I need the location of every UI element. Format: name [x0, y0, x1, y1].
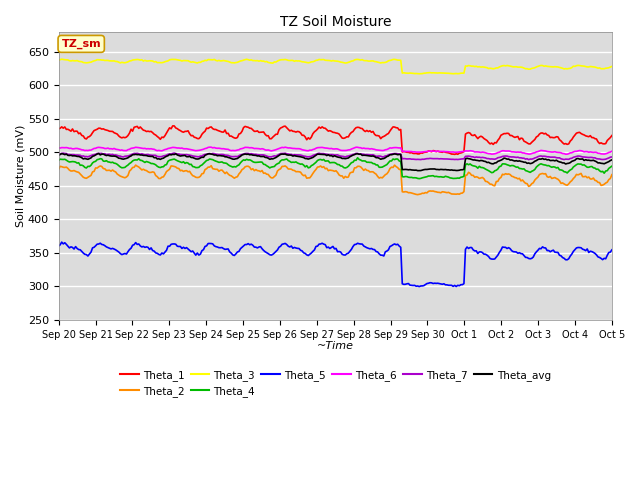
Theta_2 [249, 166, 257, 172]
Theta_6 [240, 145, 248, 151]
Line: Theta_3: Theta_3 [59, 59, 612, 74]
Theta_2 [55, 166, 63, 172]
Theta_1 [240, 125, 248, 131]
Theta_3 [55, 57, 63, 63]
Theta_5 [55, 243, 63, 249]
Theta_7 [55, 151, 63, 157]
Theta_4 [580, 162, 588, 168]
Line: Theta_1: Theta_1 [59, 126, 612, 155]
Theta_7 [221, 152, 229, 158]
Theta_avg [298, 155, 306, 160]
Line: Theta_7: Theta_7 [59, 153, 612, 160]
Theta_3 [608, 63, 616, 69]
Theta_7 [123, 153, 131, 159]
Theta_2 [580, 174, 588, 180]
Theta_1 [55, 126, 63, 132]
Theta_5 [221, 246, 229, 252]
Line: Theta_5: Theta_5 [59, 242, 612, 287]
Theta_7 [170, 150, 178, 156]
Theta_5 [58, 239, 65, 245]
Theta_avg [580, 157, 588, 163]
Theta_1 [170, 123, 178, 129]
Theta_3 [580, 63, 588, 69]
Theta_6 [608, 148, 616, 154]
Theta_1 [580, 132, 588, 138]
Theta_6 [55, 145, 63, 151]
Theta_5 [298, 248, 306, 254]
Theta_3 [58, 56, 65, 62]
Theta_avg [95, 151, 102, 156]
Theta_avg [55, 153, 63, 158]
Legend: Theta_1, Theta_2, Theta_3, Theta_4, Theta_5, Theta_6, Theta_7, Theta_avg: Theta_1, Theta_2, Theta_3, Theta_4, Thet… [116, 365, 555, 401]
Theta_avg [124, 155, 132, 161]
Y-axis label: Soil Moisture (mV): Soil Moisture (mV) [15, 124, 25, 227]
Theta_6 [249, 145, 257, 151]
Theta_5 [608, 247, 616, 253]
Theta_1 [451, 152, 458, 157]
Theta_5 [249, 242, 257, 248]
Theta_4 [220, 160, 227, 166]
Theta_4 [123, 163, 131, 169]
Text: TZ_sm: TZ_sm [61, 39, 101, 49]
Theta_4 [238, 158, 246, 164]
Theta_6 [562, 151, 570, 157]
Theta_1 [221, 127, 229, 133]
Line: Theta_4: Theta_4 [59, 158, 612, 179]
X-axis label: ~Time: ~Time [317, 341, 354, 351]
Theta_avg [240, 152, 248, 157]
Theta_3 [240, 57, 248, 63]
Theta_5 [580, 247, 588, 252]
Line: Theta_6: Theta_6 [59, 147, 612, 154]
Theta_7 [298, 153, 306, 158]
Theta_3 [124, 59, 132, 65]
Line: Theta_2: Theta_2 [59, 165, 612, 194]
Theta_2 [414, 192, 422, 197]
Theta_4 [248, 157, 255, 163]
Theta_1 [249, 127, 257, 133]
Theta_3 [415, 71, 423, 77]
Theta_5 [240, 243, 248, 249]
Theta_3 [221, 58, 229, 64]
Theta_4 [608, 163, 616, 169]
Theta_4 [415, 176, 423, 181]
Theta_7 [249, 151, 257, 157]
Theta_4 [55, 157, 63, 163]
Theta_3 [298, 59, 306, 65]
Theta_avg [249, 152, 257, 158]
Theta_6 [580, 149, 588, 155]
Theta_6 [298, 147, 306, 153]
Theta_2 [298, 171, 306, 177]
Theta_6 [123, 148, 131, 154]
Theta_1 [123, 134, 131, 140]
Theta_2 [608, 172, 616, 178]
Theta_7 [525, 157, 532, 163]
Theta_4 [297, 161, 305, 167]
Theta_5 [124, 249, 132, 254]
Theta_avg [608, 157, 616, 163]
Theta_6 [207, 144, 215, 150]
Theta_4 [354, 155, 362, 161]
Theta_2 [221, 170, 229, 176]
Theta_1 [608, 132, 616, 138]
Theta_7 [240, 151, 248, 157]
Theta_2 [132, 162, 140, 168]
Theta_5 [415, 284, 423, 289]
Theta_2 [123, 174, 131, 180]
Theta_avg [221, 154, 229, 160]
Line: Theta_avg: Theta_avg [59, 154, 612, 170]
Theta_6 [221, 146, 229, 152]
Theta_3 [249, 58, 257, 63]
Theta_2 [240, 166, 248, 171]
Theta_1 [298, 132, 306, 138]
Title: TZ Soil Moisture: TZ Soil Moisture [280, 15, 391, 29]
Theta_avg [414, 168, 422, 173]
Theta_7 [580, 154, 588, 160]
Theta_7 [608, 154, 616, 160]
